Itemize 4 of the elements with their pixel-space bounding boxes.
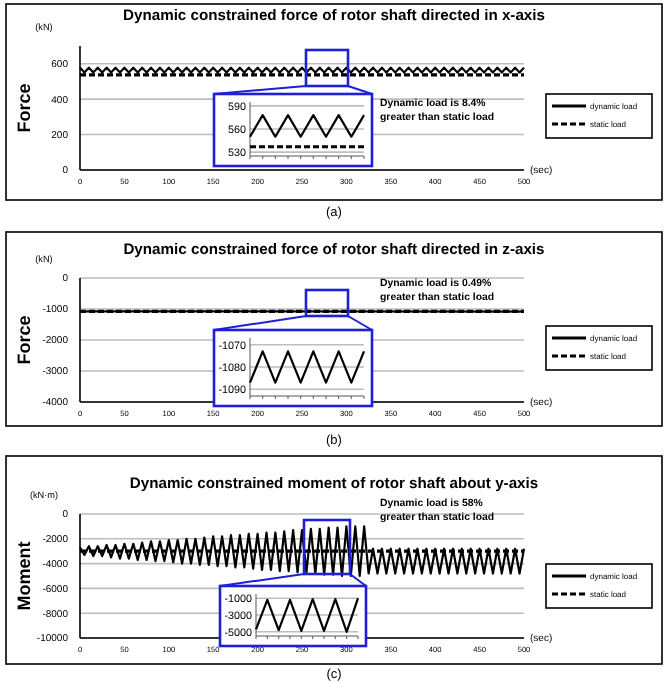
y-axis-title: Moment [14, 541, 34, 611]
line-series [254, 597, 360, 633]
y-axis-title: Force [14, 315, 34, 365]
y-axis-title: Force [14, 83, 34, 133]
